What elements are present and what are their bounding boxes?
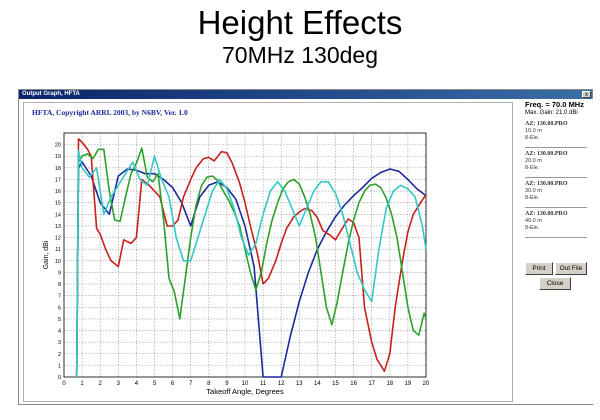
- y-tick-label: 9: [58, 270, 61, 276]
- series-line: [75, 138, 427, 378]
- y-tick-label: 10: [55, 259, 61, 265]
- legend-height: 20.0 m: [525, 158, 542, 164]
- output-graph-window: Output Graph, HFTA x HFTA, Copyright ARR…: [18, 89, 593, 405]
- legend-elements: 8-Ele.: [525, 165, 540, 171]
- legend-file-name: AZ: 130.00.PRO: [525, 181, 568, 187]
- y-tick-label: 16: [55, 189, 61, 195]
- plot-frame: [63, 132, 427, 378]
- slide-subtitle: 70MHz 130deg: [222, 42, 378, 68]
- window-title: Output Graph, HFTA: [22, 91, 80, 97]
- y-tick-label: 17: [55, 177, 61, 183]
- x-tick-label: 9: [225, 381, 229, 387]
- legend-file-name: AZ: 130.00.PRO: [525, 151, 568, 157]
- series-line: [75, 161, 427, 378]
- gain-chart: HFTA, Copyright ARRL 2003, by N6BV, Ver.…: [32, 108, 430, 396]
- y-tick-label: 14: [55, 212, 61, 218]
- legend-entry: AZ: 130.00.PRO 40.0 m 8-Ele.: [525, 211, 589, 232]
- x-tick-label: 20: [423, 381, 430, 387]
- x-tick-label: 8: [207, 381, 211, 387]
- x-tick-label: 11: [260, 381, 267, 387]
- legend-divider: [525, 237, 587, 238]
- max-gain-readout: Max. Gain: 21.0 dBi: [525, 110, 578, 116]
- info-panel: Freq. = 70.0 MHz Max. Gain: 21.0 dBi AZ:…: [519, 99, 593, 404]
- x-tick-label: 7: [189, 381, 193, 387]
- graph-panel: HFTA, Copyright ARRL 2003, by N6BV, Ver.…: [23, 102, 513, 402]
- close-button[interactable]: Close: [539, 277, 571, 290]
- legend-entry: AZ: 130.00.PRO 20.0 m 8-Ele.: [525, 151, 589, 172]
- x-tick-label: 12: [278, 381, 285, 387]
- y-tick-label: 13: [55, 224, 61, 230]
- slide-title: Height Effects: [197, 4, 403, 41]
- window-close-button[interactable]: x: [582, 91, 591, 98]
- y-tick-label: 1: [58, 363, 61, 369]
- y-axis-label: Gain, dBi: [43, 240, 50, 269]
- series-line: [75, 149, 427, 378]
- y-tick-label: 19: [55, 154, 61, 160]
- x-tick-label: 6: [171, 381, 175, 387]
- legend-divider: [525, 207, 587, 208]
- y-tick-label: 0: [58, 375, 61, 381]
- legend-file-name: AZ: 130.00.PRO: [525, 211, 568, 217]
- chart-grid: [63, 133, 427, 378]
- legend-entry: AZ: 130.00.PRO 10.0 m 8-Ele.: [525, 121, 589, 142]
- window-titlebar[interactable]: Output Graph, HFTA x: [19, 90, 592, 99]
- y-tick-label: 11: [55, 247, 61, 253]
- y-tick-label: 2: [58, 352, 61, 358]
- chart-header: HFTA, Copyright ARRL 2003, by N6BV, Ver.…: [32, 108, 188, 117]
- x-tick-label: 5: [153, 381, 157, 387]
- x-tick-label: 18: [386, 381, 393, 387]
- x-tick-label: 14: [314, 381, 321, 387]
- y-tick-label: 4: [58, 329, 61, 335]
- legend-divider: [525, 177, 587, 178]
- x-tick-label: 15: [332, 381, 339, 387]
- legend-height: 40.0 m: [525, 218, 542, 224]
- legend-file-name: AZ: 130.00.PRO: [525, 121, 568, 127]
- plot-area: [64, 133, 426, 377]
- x-tick-label: 16: [350, 381, 357, 387]
- out-file-button[interactable]: Out File: [555, 262, 587, 275]
- legend-divider: [525, 147, 587, 148]
- x-tick-label: 0: [62, 381, 66, 387]
- legend-entry: AZ: 130.00.PRO 30.0 m 8-Ele.: [525, 181, 589, 202]
- legend-height: 10.0 m: [525, 128, 542, 134]
- x-tick-label: 13: [296, 381, 303, 387]
- chart-axes: 0 1 2 3 4 5 6 7 8 9 10 11 12 13 14 15 16 17 18 19 2001234567…: [55, 132, 430, 387]
- x-tick-label: 4: [135, 381, 139, 387]
- x-tick-label: 19: [405, 381, 412, 387]
- x-tick-label: 2: [99, 381, 103, 387]
- y-tick-label: 3: [58, 340, 61, 346]
- frequency-readout: Freq. = 70.0 MHz: [525, 100, 584, 109]
- x-tick-label: 17: [368, 381, 375, 387]
- legend-height: 30.0 m: [525, 188, 542, 194]
- print-button[interactable]: Print: [525, 262, 553, 275]
- y-tick-label: 15: [55, 201, 61, 207]
- y-tick-label: 5: [58, 317, 61, 323]
- y-tick-label: 6: [58, 305, 61, 311]
- y-tick-label: 20: [55, 143, 61, 149]
- legend-elements: 8-Ele.: [525, 225, 540, 231]
- y-tick-label: 7: [58, 294, 61, 300]
- legend-elements: 8-Ele.: [525, 195, 540, 201]
- x-tick-label: 1: [80, 381, 84, 387]
- y-tick-label: 8: [58, 282, 61, 288]
- series-line: [75, 147, 427, 378]
- x-axis-label: Takeoff Angle, Degrees: [206, 387, 284, 396]
- x-tick-label: 10: [242, 381, 249, 387]
- y-tick-label: 12: [55, 236, 61, 242]
- legend-elements: 8-Ele.: [525, 135, 540, 141]
- x-tick-label: 3: [117, 381, 121, 387]
- y-tick-label: 18: [55, 166, 61, 172]
- chart-series: [75, 138, 427, 378]
